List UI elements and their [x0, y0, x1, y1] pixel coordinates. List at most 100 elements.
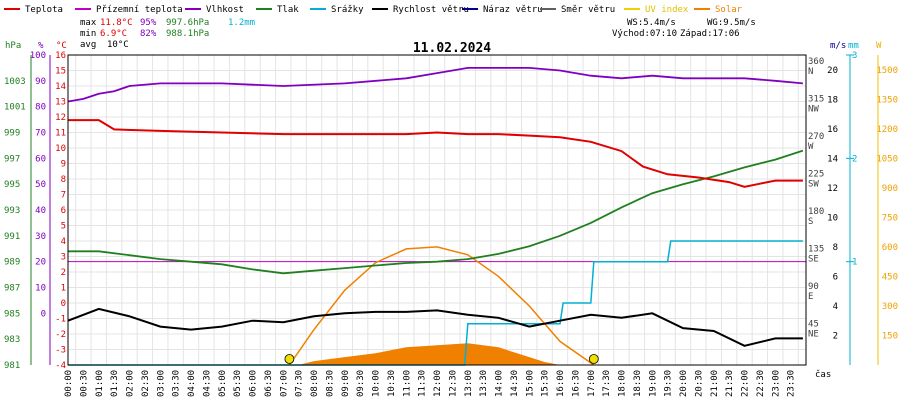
series-tlak — [68, 149, 804, 275]
axis-tick-temperature: 8 — [61, 175, 66, 185]
stat-sunrise: Východ:07:10 — [612, 29, 677, 39]
axis-tick-temperature: 11 — [55, 129, 66, 139]
axis-tick-time: 13:00 — [464, 370, 474, 397]
axis-tick-direction-label: SE — [808, 255, 819, 265]
series — [67, 67, 804, 366]
axis-tick-temperature: 5 — [61, 222, 66, 232]
grid — [68, 54, 806, 366]
axis-tick-direction: 45 — [808, 320, 819, 330]
stat-sunset: Západ:17:06 — [680, 29, 740, 39]
stat-min-temp: 6.9°C — [100, 29, 127, 39]
axis-tick-time: 04:00 — [187, 370, 197, 397]
axis-tick-time: 12:00 — [433, 370, 443, 397]
axis-tick-w: 1050 — [876, 154, 898, 164]
axis-tick-direction-label: W — [808, 142, 814, 152]
axis-tick-humidity: 0 — [41, 309, 46, 319]
legend-label: Solar — [715, 5, 743, 15]
axis-tick-humidity: 20 — [35, 258, 46, 268]
axis-tick-hpa: 985 — [4, 309, 20, 319]
series-vlhkost — [67, 67, 803, 103]
axis-tick-direction: 90 — [808, 282, 819, 292]
legend-item-smer-vetru: Směr větru — [540, 5, 615, 15]
axis-tick-ms: 8 — [833, 243, 838, 253]
legend-label: Směr větru — [561, 5, 615, 15]
axis-unit-mm: mm — [848, 41, 859, 51]
stat-avg-label: avg — [80, 40, 96, 50]
axis-tick-temperature: 12 — [55, 113, 66, 123]
axis-tick-time: 20:30 — [694, 370, 704, 397]
axis-tick-w: 900 — [882, 184, 898, 194]
axis-tick-hpa: 999 — [4, 129, 20, 139]
axis-tick-ms: 18 — [827, 95, 838, 105]
stats-block: max 11.8°C 95% 997.6hPa 1.2mm min 6.9°C … — [80, 18, 756, 50]
legend-item-naraz-vetru: Náraz větru — [462, 5, 543, 15]
legend-label: Teplota — [25, 5, 63, 15]
axis-tick-humidity: 50 — [35, 180, 46, 190]
axis-tick-temperature: 15 — [55, 67, 66, 77]
axis-tick-w: 450 — [882, 272, 898, 282]
legend-label: Rychlost větru — [393, 5, 469, 15]
axis-tick-humidity: 60 — [35, 154, 46, 164]
axis-tick-w: 600 — [882, 243, 898, 253]
axis-tick-temperature: 10 — [55, 144, 66, 154]
axis-tick-hpa: 989 — [4, 258, 20, 268]
axis-tick-hpa: 981 — [4, 361, 20, 371]
legend-item-uv-index: UV index — [624, 5, 689, 15]
axis-tick-w: 150 — [882, 331, 898, 341]
axis-tick-humidity: 90 — [35, 77, 46, 87]
axis-tick-time: 05:00 — [218, 370, 228, 397]
axis-tick-time: 09:00 — [341, 370, 351, 397]
axis-tick-time: 08:30 — [325, 370, 335, 397]
axis-label-time: čas — [815, 369, 831, 380]
axis-tick-humidity: 70 — [35, 129, 46, 139]
axis-tick-humidity: 40 — [35, 206, 46, 216]
axis-tick-temperature: 13 — [55, 98, 66, 108]
legend-label: Vlhkost — [206, 5, 244, 15]
axis-unit-w: W — [876, 41, 882, 51]
legend-item-srazky: Srážky — [310, 5, 364, 15]
axis-tick-time: 03:30 — [172, 370, 182, 397]
axis-tick-direction: 180 — [808, 207, 824, 217]
axis-tick-direction: 135 — [808, 245, 824, 255]
axis-tick-direction: 315 — [808, 95, 824, 105]
axis-tick-time: 10:30 — [387, 370, 397, 397]
axis-tick-w: 1200 — [876, 125, 898, 135]
axis-tick-time: 19:00 — [648, 370, 658, 397]
axis-tick-time: 15:30 — [541, 370, 551, 397]
axis-tick-direction-label: NW — [808, 105, 819, 115]
sunrise-marker — [284, 354, 295, 364]
chart-title: 11.02.2024 — [413, 41, 491, 56]
legend-item-vlhkost: Vlhkost — [185, 5, 244, 15]
axis-tick-ms: 2 — [833, 331, 838, 341]
axis-tick-mm: 3 — [852, 51, 857, 61]
stat-min-hum: 82% — [140, 29, 157, 39]
axis-tick-ms: 14 — [827, 154, 838, 164]
legend-label: Přízemní teplota — [96, 5, 183, 15]
axis-tick-time: 17:00 — [587, 370, 597, 397]
axis-tick-time: 07:30 — [295, 370, 305, 397]
series-teplota — [68, 119, 803, 188]
series-rychlost-vetru — [67, 307, 803, 347]
axis-tick-humidity: 10 — [35, 284, 46, 294]
stat-max-press: 997.6hPa — [166, 18, 209, 28]
axis-tick-time: 06:00 — [249, 370, 259, 397]
axis-unit-ms: m/s — [830, 41, 846, 51]
legend-item-prizemni-teplota: Přízemní teplota — [75, 5, 183, 15]
axis-tick-time: 07:00 — [279, 370, 289, 397]
axis-tick-direction-label: E — [808, 292, 813, 302]
axis-tick-temperature: 6 — [61, 206, 66, 216]
axis-tick-temperature: 14 — [55, 82, 66, 92]
axis-tick-w: 300 — [882, 302, 898, 312]
axis-tick-time: 02:30 — [141, 370, 151, 397]
axis-tick-direction: 225 — [808, 170, 824, 180]
legend-item-solar: Solar — [694, 5, 743, 15]
axis-tick-time: 00:00 — [64, 370, 74, 397]
axis-tick-time: 15:00 — [525, 370, 535, 397]
axis-tick-ms: 16 — [827, 125, 838, 135]
axis-tick-temperature: 2 — [61, 268, 66, 278]
axis-tick-ms: 10 — [827, 213, 838, 223]
axis-tick-w: 1350 — [876, 95, 898, 105]
axis-tick-time: 14:30 — [510, 370, 520, 397]
stat-max-hum: 95% — [140, 18, 157, 28]
